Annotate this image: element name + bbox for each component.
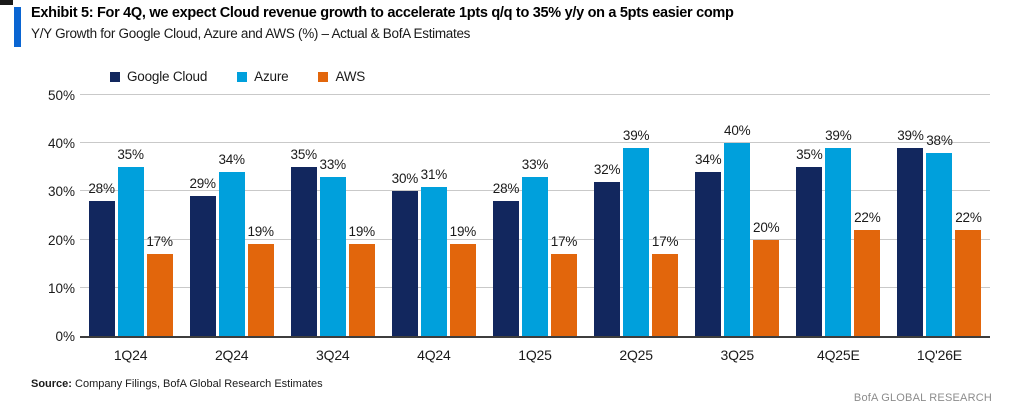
data-label-aws-2q25: 17% bbox=[651, 234, 679, 250]
data-label-google-cloud-1q24: 28% bbox=[88, 181, 115, 197]
bar-google-cloud-1q-26e bbox=[897, 148, 924, 336]
bar-aws-3q24 bbox=[348, 244, 375, 336]
data-label-azure-1q25: 33% bbox=[521, 156, 549, 172]
legend-marker-aws-icon bbox=[318, 71, 329, 82]
data-label-google-cloud-2q25: 32% bbox=[593, 161, 621, 177]
bar-google-cloud-3q25 bbox=[695, 172, 722, 336]
bar-aws-2q24 bbox=[247, 244, 274, 336]
data-label-azure-4q24: 31% bbox=[420, 166, 448, 182]
data-label-azure-1q24: 35% bbox=[117, 147, 144, 163]
bar-azure-3q24 bbox=[319, 176, 346, 336]
data-label-azure-4q25e: 39% bbox=[825, 128, 852, 144]
data-label-aws-3q24: 19% bbox=[348, 224, 376, 240]
bar-google-cloud-1q25 bbox=[493, 201, 519, 336]
bar-azure-1q24 bbox=[117, 167, 144, 336]
bar-google-cloud-3q24 bbox=[290, 167, 317, 336]
bar-azure-2q24 bbox=[218, 172, 245, 336]
bar-google-cloud-1q24 bbox=[88, 201, 115, 336]
bar-azure-4q24 bbox=[420, 186, 447, 336]
data-label-google-cloud-2q24: 29% bbox=[189, 176, 216, 192]
bar-google-cloud-4q24 bbox=[391, 191, 418, 336]
data-label-google-cloud-4q24: 30% bbox=[391, 171, 419, 187]
source-note: Source: Company Filings, BofA Global Res… bbox=[31, 378, 323, 390]
bar-azure-1q25 bbox=[522, 176, 548, 336]
data-label-google-cloud-3q24: 35% bbox=[290, 147, 318, 163]
gridline-40 bbox=[80, 142, 990, 144]
bofa-branding: BofA GLOBAL RESEARCH bbox=[853, 392, 992, 404]
data-label-aws-3q25: 20% bbox=[753, 219, 780, 235]
data-label-google-cloud-4q25e: 35% bbox=[796, 147, 823, 163]
x-axis-label-4q25e: 4Q25E bbox=[817, 347, 860, 363]
y-axis-tick-0: 0% bbox=[55, 329, 75, 344]
legend-label-google-cloud: Google Cloud bbox=[127, 69, 208, 84]
legend-label-azure: Azure bbox=[254, 69, 289, 84]
bar-aws-1q-26e bbox=[955, 229, 982, 336]
source-label: Source: bbox=[31, 378, 72, 390]
exhibit-accent-bar bbox=[14, 7, 21, 47]
data-label-aws-1q25: 17% bbox=[550, 234, 578, 250]
corner-mark bbox=[0, 0, 13, 5]
legend-marker-azure-icon bbox=[237, 71, 248, 82]
bar-google-cloud-2q24 bbox=[189, 196, 216, 336]
bar-aws-4q25e bbox=[854, 229, 881, 336]
legend-item-aws: AWS bbox=[318, 69, 365, 84]
data-label-google-cloud-3q25: 34% bbox=[695, 152, 722, 168]
exhibit-title: Exhibit 5: For 4Q, we expect Cloud reven… bbox=[31, 5, 734, 21]
data-label-aws-2q24: 19% bbox=[247, 224, 274, 240]
source-text: Company Filings, BofA Global Research Es… bbox=[71, 378, 323, 390]
bar-azure-1q-26e bbox=[926, 152, 953, 336]
bar-google-cloud-2q25 bbox=[594, 181, 621, 336]
bar-aws-3q25 bbox=[753, 239, 780, 336]
data-label-google-cloud-1q25: 28% bbox=[492, 181, 520, 197]
x-axis-label-4q24: 4Q24 bbox=[417, 347, 451, 363]
bar-google-cloud-4q25e bbox=[796, 167, 823, 336]
chart-subtitle: Y/Y Growth for Google Cloud, Azure and A… bbox=[31, 26, 471, 41]
y-axis-tick-40: 40% bbox=[47, 136, 75, 152]
data-label-aws-4q25e: 22% bbox=[854, 209, 881, 225]
x-axis-label-2q24: 2Q24 bbox=[214, 347, 249, 363]
x-axis-label-1q25: 1Q25 bbox=[518, 347, 552, 363]
y-axis-tick-20: 20% bbox=[47, 232, 75, 248]
x-axis-label-1q-26e: 1Q'26E bbox=[916, 347, 962, 363]
bar-aws-4q24 bbox=[449, 244, 476, 336]
data-label-azure-1q-26e: 38% bbox=[926, 132, 953, 148]
data-label-google-cloud-1q-26e: 39% bbox=[897, 128, 924, 144]
x-axis-label-3q24: 3Q24 bbox=[316, 347, 350, 363]
bar-aws-1q24 bbox=[146, 254, 173, 336]
chart-legend: Google Cloud Azure AWS bbox=[110, 69, 365, 84]
bar-aws-1q25 bbox=[551, 254, 577, 336]
x-axis-label-1q24: 1Q24 bbox=[113, 347, 148, 363]
y-axis-tick-50: 50% bbox=[47, 88, 75, 103]
y-axis-tick-30: 30% bbox=[47, 184, 75, 200]
legend-item-google-cloud: Google Cloud bbox=[110, 69, 207, 84]
bar-azure-4q25e bbox=[825, 148, 852, 336]
data-label-azure-2q24: 34% bbox=[218, 152, 245, 168]
bar-azure-2q25 bbox=[623, 148, 650, 336]
y-axis-tick-10: 10% bbox=[47, 280, 75, 296]
x-axis-label-2q25: 2Q25 bbox=[619, 347, 653, 363]
data-label-azure-2q25: 39% bbox=[622, 128, 650, 144]
gridline-50 bbox=[80, 94, 990, 95]
bar-aws-2q25 bbox=[652, 254, 679, 336]
legend-item-azure: Azure bbox=[237, 69, 289, 84]
legend-label-aws: AWS bbox=[335, 69, 366, 84]
data-label-aws-4q24: 19% bbox=[449, 224, 477, 240]
legend-marker-google-cloud-icon bbox=[110, 71, 120, 82]
data-label-azure-3q25: 40% bbox=[724, 123, 751, 139]
bar-azure-3q25 bbox=[724, 143, 751, 336]
data-label-aws-1q-26e: 22% bbox=[955, 209, 982, 225]
data-label-aws-1q24: 17% bbox=[146, 234, 173, 250]
plot-area: 28% 35% 17% 29% 34% 19% 35% 33% 19% 30% 31% 19% 28% 3… bbox=[80, 94, 990, 338]
x-axis-label-3q25: 3Q25 bbox=[720, 347, 754, 363]
data-label-azure-3q24: 33% bbox=[319, 156, 347, 172]
